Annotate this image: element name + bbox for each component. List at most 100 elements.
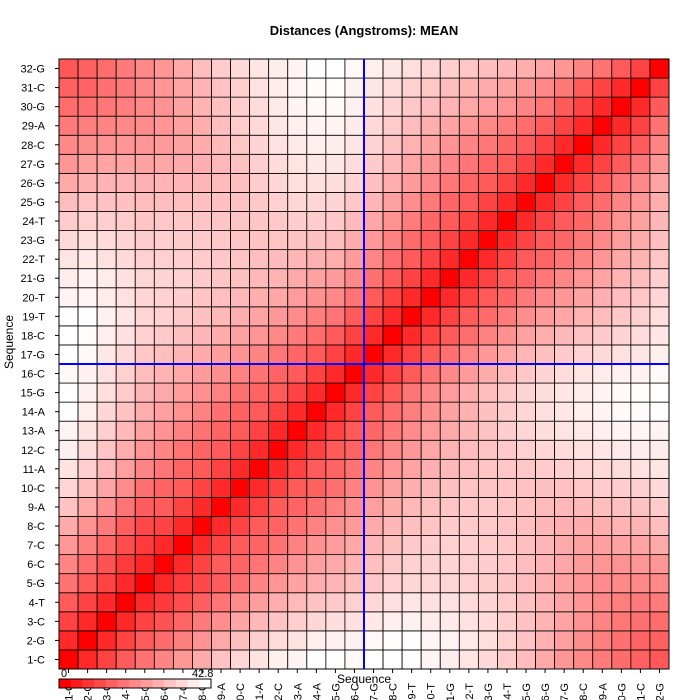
heatmap-cell xyxy=(363,287,384,308)
heatmap-cell xyxy=(77,325,98,346)
heatmap-cell xyxy=(115,249,136,270)
heatmap-cell xyxy=(516,115,536,136)
heatmap-cell xyxy=(58,401,79,422)
heatmap-cell xyxy=(77,287,98,308)
heatmap-cell xyxy=(344,325,365,346)
heatmap-cell xyxy=(458,77,479,98)
heatmap-cell xyxy=(344,268,365,289)
heatmap-cell xyxy=(211,573,231,594)
heatmap-cell xyxy=(382,573,403,594)
heatmap-cell xyxy=(192,58,212,79)
heatmap-cell xyxy=(592,134,613,155)
heatmap-cell xyxy=(497,96,517,117)
heatmap-cell xyxy=(611,630,632,651)
heatmap-cell xyxy=(58,554,79,575)
heatmap-cell xyxy=(611,516,632,536)
heatmap-cell xyxy=(153,477,174,498)
heatmap-cell xyxy=(287,458,308,479)
color-scale-swatch xyxy=(164,679,177,688)
heatmap-cell xyxy=(134,287,155,308)
heatmap-cell xyxy=(172,497,193,517)
heatmap-cell xyxy=(77,77,98,98)
heatmap-cell xyxy=(363,382,384,403)
x-tick-label: 9-A xyxy=(216,682,228,700)
heatmap-cell xyxy=(344,554,365,575)
x-tick-label: 18-C xyxy=(388,683,400,700)
heatmap-cell xyxy=(77,96,98,117)
heatmap-cell xyxy=(192,211,212,231)
heatmap-cell xyxy=(192,458,212,479)
heatmap-cell xyxy=(268,344,289,365)
heatmap-cell xyxy=(211,192,231,212)
y-tick-label: 10-C xyxy=(21,483,45,495)
heatmap-cell xyxy=(115,420,136,441)
heatmap-cell xyxy=(115,497,136,517)
heatmap-cell xyxy=(363,96,384,117)
heatmap-cell xyxy=(554,77,575,98)
heatmap-cell xyxy=(649,268,670,289)
heatmap-cell xyxy=(516,439,536,460)
heatmap-cell xyxy=(573,153,594,174)
heatmap-cell xyxy=(592,516,613,536)
heatmap-cell xyxy=(439,630,460,651)
heatmap-cell xyxy=(306,306,327,327)
x-tick-label: 25-G xyxy=(521,683,533,700)
heatmap-cell xyxy=(630,249,651,270)
heatmap-cell xyxy=(611,611,632,632)
heatmap-cell xyxy=(458,172,479,193)
heatmap-cell xyxy=(325,649,346,670)
heatmap-cell xyxy=(325,382,346,403)
heatmap-cell xyxy=(630,363,651,384)
heatmap-cell xyxy=(115,134,136,155)
heatmap-cell xyxy=(96,401,117,422)
heatmap-cell xyxy=(211,77,231,98)
heatmap-cell xyxy=(611,649,632,670)
heatmap-cell xyxy=(249,306,270,327)
heatmap-cell xyxy=(516,325,536,346)
heatmap-cell xyxy=(115,458,136,479)
heatmap-cell xyxy=(649,573,670,594)
heatmap-cell xyxy=(458,58,479,79)
heatmap-cell xyxy=(58,306,79,327)
heatmap-cell xyxy=(153,382,174,403)
heatmap-cell xyxy=(58,249,79,270)
heatmap-cell xyxy=(592,592,613,613)
heatmap-cell xyxy=(649,230,670,251)
heatmap-cell xyxy=(230,344,251,365)
heatmap-cell xyxy=(573,535,594,556)
heatmap-cell xyxy=(477,287,498,308)
heatmap-cell xyxy=(325,611,346,632)
heatmap-cell xyxy=(325,344,346,365)
heatmap-cell xyxy=(115,401,136,422)
heatmap-cell xyxy=(268,573,289,594)
heatmap-cell xyxy=(58,230,79,251)
heatmap-cell xyxy=(363,516,384,536)
heatmap-cell xyxy=(249,115,270,136)
heatmap-cell xyxy=(420,420,441,441)
heatmap-cell xyxy=(439,497,460,517)
heatmap-cell xyxy=(554,172,575,193)
heatmap-cell xyxy=(58,630,79,651)
heatmap-cell xyxy=(172,477,193,498)
heatmap-cell xyxy=(611,96,632,117)
heatmap-cell xyxy=(477,573,498,594)
heatmap-cell xyxy=(497,458,517,479)
x-tick-label: 11-A xyxy=(254,682,266,700)
heatmap-cell xyxy=(153,630,174,651)
heatmap-cell xyxy=(344,420,365,441)
heatmap-cell xyxy=(268,611,289,632)
heatmap-cell xyxy=(477,477,498,498)
heatmap-cell xyxy=(420,96,441,117)
heatmap-cell xyxy=(477,592,498,613)
y-tick-label: 14-A xyxy=(22,407,46,419)
heatmap-cell xyxy=(249,611,270,632)
heatmap-cell xyxy=(192,611,212,632)
heatmap-cell xyxy=(230,497,251,517)
heatmap-cell xyxy=(77,439,98,460)
heatmap-cell xyxy=(172,363,193,384)
heatmap-cell xyxy=(573,497,594,517)
color-scale-swatch xyxy=(152,679,165,688)
heatmap-cell xyxy=(401,172,422,193)
heatmap-cell xyxy=(439,401,460,422)
heatmap-cell xyxy=(382,497,403,517)
